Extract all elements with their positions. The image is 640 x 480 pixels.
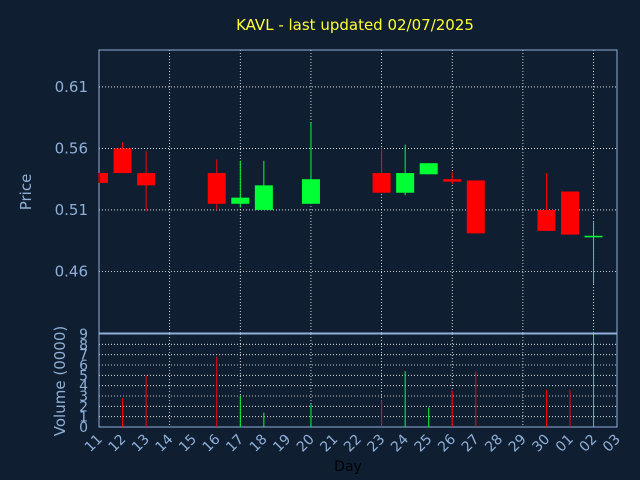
- x-tick-label: 13: [129, 432, 153, 456]
- volume-grid: [99, 334, 617, 427]
- x-tick-label: 17: [223, 432, 247, 456]
- candle-body: [584, 235, 603, 238]
- x-tick-label: 21: [317, 432, 341, 456]
- price-tick-label: 0.51: [55, 201, 88, 219]
- candle-body: [561, 191, 579, 235]
- candle-body: [207, 173, 226, 204]
- volume-tick-label: 5: [79, 368, 88, 384]
- candle-body: [113, 148, 132, 174]
- candle-body: [372, 173, 391, 193]
- x-tick-label: 28: [482, 432, 506, 456]
- volume-tick-label: 3: [79, 389, 88, 405]
- price-tick-label: 0.61: [55, 78, 88, 96]
- x-tick-label: 01: [553, 432, 577, 456]
- chart-title: KAVL - last updated 02/07/2025: [236, 16, 474, 34]
- x-tick-label: 12: [105, 432, 129, 456]
- volume-tick-label: 4: [79, 379, 88, 395]
- x-tick-label: 02: [576, 432, 600, 456]
- price-tick-labels: 0.46 0.51 0.56 0.61: [55, 78, 88, 281]
- volume-tick-label: 1: [79, 410, 88, 426]
- candle-body: [254, 185, 273, 210]
- price-grid: [99, 50, 617, 333]
- x-tick-label: 25: [412, 432, 436, 456]
- volume-axis-label: Volume (0000): [51, 326, 69, 436]
- x-axis-label: Day: [334, 459, 362, 475]
- x-tick-label: 30: [529, 432, 553, 456]
- candle-body: [137, 173, 156, 186]
- volume-tick-label: 0: [79, 420, 88, 436]
- candle-body: [419, 163, 438, 175]
- candle-body: [537, 209, 556, 231]
- x-tick-label: 18: [247, 432, 271, 456]
- volume-panel-frame: [98, 333, 618, 428]
- volume-tick-label: 6: [79, 358, 88, 374]
- volume-tick-label: 8: [79, 337, 88, 353]
- candle-body: [396, 173, 415, 193]
- candle-body: [231, 197, 250, 204]
- x-tick-label: 23: [365, 432, 389, 456]
- price-panel-frame: [98, 49, 618, 334]
- x-tick-label: 03: [600, 432, 624, 456]
- price-tick-label: 0.46: [55, 262, 88, 280]
- candles: [98, 122, 603, 284]
- volume-tick-label: 7: [79, 348, 88, 364]
- y-axis-label: Price: [17, 174, 35, 211]
- x-tick-labels: 11 12 13 14 15 16 17 18 19 20 21 22 23 24 25 26 27 28 29 30…: [82, 431, 624, 455]
- x-tick-label: 27: [459, 432, 483, 456]
- candle-body: [100, 173, 108, 183]
- x-tick-label: 20: [294, 432, 318, 456]
- volume-tick-label: 2: [79, 399, 88, 415]
- x-tick-label: 19: [270, 432, 294, 456]
- volume-tick-label: 9: [79, 327, 88, 343]
- x-tick-label: 16: [200, 431, 224, 455]
- x-tick-label: 29: [506, 432, 530, 456]
- x-tick-label: 15: [176, 432, 200, 456]
- price-tick-label: 0.56: [55, 139, 88, 157]
- candle-body: [443, 179, 462, 182]
- candle-body: [466, 180, 485, 234]
- x-tick-label: 24: [388, 431, 412, 455]
- x-tick-label: 26: [435, 431, 459, 455]
- volume-bars: [122, 335, 595, 427]
- x-tick-label: 22: [341, 432, 365, 456]
- x-tick-label: 14: [153, 431, 177, 455]
- candle-body: [301, 179, 320, 204]
